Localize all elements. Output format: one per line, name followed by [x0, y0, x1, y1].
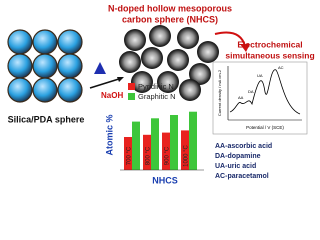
arrow: [89, 77, 123, 89]
sensing-title: simultaneous sensing: [225, 50, 314, 60]
legend-swatch: [128, 93, 135, 100]
legend-entry: AC-paracetamol: [215, 173, 269, 180]
title-line: carbon sphere (NHCS): [122, 14, 218, 24]
graphical-abstract: Silica/PDA sphere NaOH N-doped hollow me…: [7, 3, 315, 185]
bar: [181, 130, 189, 170]
legend-swatch: [128, 83, 135, 90]
silica-spheres: [7, 29, 83, 103]
bar: [132, 121, 140, 170]
bars-x-label: NHCS: [152, 175, 178, 185]
sphere: [57, 77, 83, 103]
arrow-head: [117, 77, 124, 82]
hollow-sphere: [141, 47, 163, 69]
sphere: [32, 77, 58, 103]
peak-label: UA: [257, 73, 263, 78]
sphere: [32, 29, 58, 55]
sphere: [7, 77, 33, 103]
hollow-sphere: [197, 41, 219, 63]
sphere: [57, 53, 83, 79]
nhcs-spheres: [119, 25, 219, 101]
sensing-title: Electrochemical: [237, 39, 302, 49]
reagent: NaOH: [101, 91, 123, 100]
hollow-sphere: [149, 25, 171, 47]
bar: [162, 132, 170, 170]
hollow-sphere: [119, 51, 141, 73]
hollow-sphere: [189, 63, 211, 85]
title-line: N-doped hollow mesoporous: [108, 3, 232, 13]
hollow-sphere: [124, 29, 146, 51]
hollow-sphere: [131, 71, 153, 93]
bar: [189, 111, 197, 170]
hollow-sphere: [157, 71, 179, 93]
legend-entry: Pyridinic N: [138, 82, 174, 91]
legend-entry: DA-dopamine: [215, 153, 261, 160]
triangle-icon: [94, 62, 106, 74]
bar: [143, 134, 151, 170]
cv-panel: [212, 61, 308, 135]
bar: [124, 137, 132, 170]
legend-entry: Graphitic N: [138, 92, 176, 101]
precursor-label: Silica/PDA sphere: [8, 114, 85, 124]
cv-curve: [229, 69, 301, 115]
sphere: [57, 29, 83, 55]
hollow-sphere: [177, 27, 199, 49]
sphere: [7, 53, 33, 79]
arrow: [214, 31, 246, 47]
bar: [170, 115, 178, 170]
bar: [151, 118, 159, 170]
legend-entry: AA-ascorbic acid: [215, 143, 272, 150]
legend-entry: UA-uric acid: [215, 163, 256, 170]
sphere: [32, 53, 58, 79]
peak-label: DA: [248, 89, 254, 94]
bars-y-label: Atomic %: [104, 114, 114, 155]
bar-label: 800 °C: [146, 146, 152, 165]
cv-y-label: Current density / mA cm-2: [217, 69, 222, 116]
hollow-sphere: [179, 79, 201, 101]
bar-label: 700 °C: [127, 146, 133, 165]
peak-label: AA: [238, 95, 244, 100]
peak-label: AC: [278, 65, 284, 70]
sensing-legend: AA-ascorbic acid DA-dopamine UA-uric acid A…: [215, 143, 272, 180]
bar-label: 900 °C: [165, 146, 171, 165]
arrow-head: [240, 44, 250, 52]
bar-label: 1000 °C: [184, 144, 190, 166]
hollow-sphere: [167, 49, 189, 71]
cv-x-label: Potential / V (SCE): [246, 125, 284, 130]
sphere: [7, 29, 33, 55]
